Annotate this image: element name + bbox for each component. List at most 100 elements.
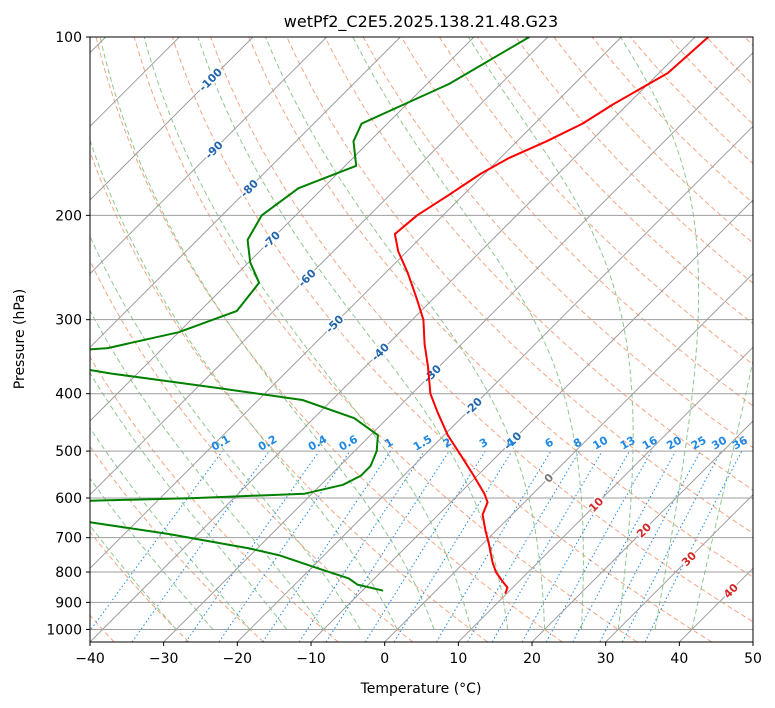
moist-adiabats bbox=[90, 37, 753, 630]
x-tick-label: 0 bbox=[380, 651, 389, 667]
mixing-ratio-line bbox=[185, 450, 320, 642]
dry-adiabat-line bbox=[171, 37, 712, 642]
mixing-ratio-label: 1.5 bbox=[411, 433, 434, 454]
dry-adiabat-line bbox=[744, 37, 753, 47]
x-tick-label: −20 bbox=[223, 651, 253, 667]
moist-adiabat-line bbox=[143, 37, 472, 630]
mixing-ratio-line bbox=[572, 450, 677, 642]
mixing-ratio-labels: 0.1 0.2 0.4 0.6 1 1.5 2 3 4 6 8 10 13 16 20 25 30 36 bbox=[209, 432, 750, 453]
temperature-profile bbox=[393, 37, 709, 594]
isotherm-line bbox=[163, 51, 753, 642]
isotherm-line bbox=[531, 420, 753, 642]
mixing-ratio-line bbox=[131, 450, 270, 642]
moist-adiabat-line bbox=[90, 235, 361, 630]
isotherm-line bbox=[90, 37, 475, 422]
x-tick-label: 20 bbox=[523, 651, 541, 667]
moist-adiabat-line bbox=[90, 371, 288, 630]
dry-adiabat-line bbox=[668, 37, 753, 125]
moist-adiabat-line bbox=[352, 37, 584, 630]
mixing-ratio-line bbox=[545, 450, 653, 642]
mixing-ratio-line bbox=[90, 450, 223, 632]
dry-adiabat-line bbox=[133, 37, 638, 642]
y-tick-label: 400 bbox=[55, 387, 82, 403]
mixing-ratio-line bbox=[325, 450, 450, 642]
y-tick-label: 100 bbox=[55, 30, 82, 46]
y-tick-label: 200 bbox=[55, 208, 82, 224]
moist-adiabat-line bbox=[99, 37, 435, 630]
moist-adiabat-line bbox=[467, 37, 634, 630]
mixing-ratio-line bbox=[644, 450, 743, 642]
mixing-ratio-label: 25 bbox=[689, 434, 709, 453]
moist-adiabat-line bbox=[90, 427, 251, 630]
y-tick-label: 900 bbox=[55, 595, 82, 611]
dry-adiabat-line bbox=[591, 37, 753, 204]
isotherm-line bbox=[384, 272, 753, 642]
mixing-ratio-line bbox=[621, 450, 722, 642]
y-tick-label: 800 bbox=[55, 565, 82, 581]
isotherm-line bbox=[310, 199, 753, 642]
mixing-ratio-lines bbox=[90, 450, 743, 642]
dewpoint-profile bbox=[90, 37, 530, 592]
mixing-ratio-line bbox=[599, 450, 701, 642]
x-tick-label: −40 bbox=[75, 651, 105, 667]
isotherm-line bbox=[90, 37, 622, 570]
y-tick-label: 700 bbox=[55, 531, 82, 547]
y-axis: 100 200 300 400 500 600 700 800 900 1000 bbox=[46, 30, 90, 638]
isotherm-line bbox=[90, 37, 549, 496]
chart-title: wetPf2_C2E5.2025.138.21.48.G23 bbox=[284, 12, 558, 32]
y-tick-label: 1000 bbox=[46, 622, 82, 638]
y-tick-label: 500 bbox=[55, 444, 82, 460]
x-axis-label: Temperature (°C) bbox=[360, 681, 482, 697]
mixing-ratio-line bbox=[262, 450, 392, 642]
moist-adiabat-line bbox=[90, 138, 398, 630]
dry-adiabat-line bbox=[90, 259, 414, 642]
plot-frame bbox=[89, 36, 754, 643]
moist-adiabat-line bbox=[90, 309, 324, 630]
plot-area: -100-90-80-70-60-50-40-30-20-10010203040… bbox=[90, 37, 753, 642]
dry-adiabat-line bbox=[90, 356, 339, 642]
dry-adiabats bbox=[90, 37, 753, 642]
isobars bbox=[90, 37, 753, 630]
mixing-ratio-label: 0.6 bbox=[337, 432, 361, 453]
mixing-ratio-line bbox=[521, 450, 630, 642]
isotherm-line bbox=[605, 493, 753, 642]
x-tick-label: 40 bbox=[670, 651, 688, 667]
dry-adiabat-line bbox=[248, 37, 753, 578]
dry-adiabat-line bbox=[438, 37, 753, 366]
y-axis-label: Pressure (hPa) bbox=[12, 289, 28, 389]
isotherm-label: 40 bbox=[721, 581, 741, 601]
isotherm-label: -20 bbox=[462, 395, 485, 418]
dry-adiabat-line bbox=[324, 37, 753, 491]
isotherm-line bbox=[90, 37, 401, 349]
isotherm-line bbox=[90, 37, 328, 275]
isotherm-line bbox=[90, 37, 254, 201]
x-axis: −40 −30 −20 −10 0 10 20 30 40 50 bbox=[75, 642, 762, 667]
x-tick-label: 50 bbox=[744, 651, 762, 667]
dry-adiabat-line bbox=[515, 37, 753, 284]
y-tick-label: 300 bbox=[55, 313, 82, 329]
mixing-ratio-label: 10 bbox=[591, 433, 611, 452]
x-tick-label: 10 bbox=[449, 651, 467, 667]
moist-adiabat-line bbox=[90, 477, 214, 630]
dry-adiabat-line bbox=[706, 37, 753, 86]
mixing-ratio-label: 13 bbox=[618, 434, 638, 453]
isotherm-line bbox=[457, 346, 753, 642]
moist-adiabat-line bbox=[265, 37, 546, 630]
isotherm-line bbox=[236, 125, 753, 642]
dry-adiabat-line bbox=[90, 445, 264, 642]
mixing-ratio-line bbox=[218, 450, 351, 642]
mixing-ratio-line bbox=[298, 450, 425, 642]
dry-adiabat-line bbox=[90, 150, 488, 642]
moist-adiabat-line bbox=[197, 37, 509, 630]
mixing-ratio-line bbox=[467, 450, 580, 642]
moist-adiabat-line bbox=[691, 358, 753, 630]
dry-adiabat-line bbox=[95, 37, 563, 642]
moist-adiabat-line bbox=[619, 37, 700, 630]
dry-adiabat-line bbox=[400, 37, 753, 407]
isotherm-label: -80 bbox=[238, 177, 261, 200]
isotherm-line bbox=[90, 37, 696, 642]
isotherm-line bbox=[752, 641, 753, 642]
mixing-ratio-label: 30 bbox=[709, 433, 729, 452]
dry-adiabat-line bbox=[210, 37, 753, 623]
